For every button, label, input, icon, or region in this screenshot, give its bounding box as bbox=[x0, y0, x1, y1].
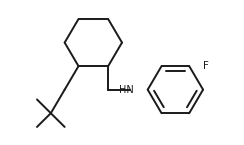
Text: F: F bbox=[203, 61, 209, 71]
Text: HN: HN bbox=[119, 85, 134, 95]
